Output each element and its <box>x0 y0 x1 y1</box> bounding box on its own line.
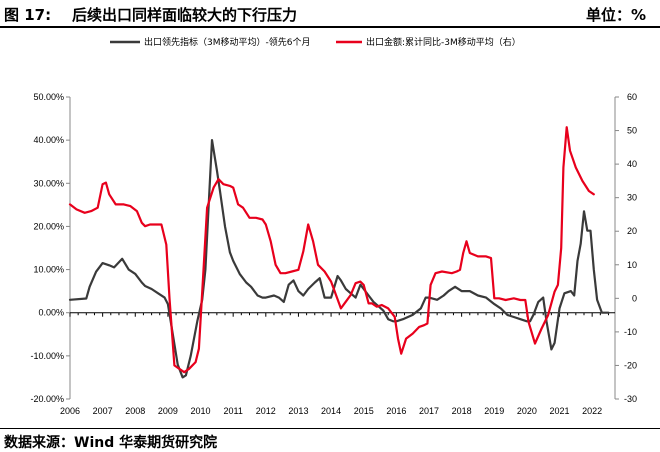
series-layer <box>68 126 610 379</box>
unit-label: 单位：% <box>585 6 646 24</box>
x-tick-label: 2020 <box>517 406 537 416</box>
x-tick-label: 2021 <box>550 406 570 416</box>
right-tick-label: 10 <box>627 260 637 270</box>
right-tick-label: -30 <box>624 394 637 404</box>
x-tick-label: 2013 <box>288 406 308 416</box>
x-tick-label: 2014 <box>321 406 341 416</box>
left-tick-label: 20.00% <box>33 221 64 231</box>
axes <box>69 97 616 399</box>
left-tick-label: 40.00% <box>33 135 64 145</box>
figure-title: 图 17: 后续出口同样面临较大的下行压力 <box>4 6 297 24</box>
x-tick-label: 2017 <box>419 406 439 416</box>
legend: 出口领先指标（3M移动平均）-领先6个月 出口金额:累计同比-3M移动平均（右） <box>110 36 521 48</box>
source-note: 数据来源：Wind 华泰期货研究院 <box>4 435 218 451</box>
series-line-export-value <box>68 126 595 374</box>
x-tick-label: 2015 <box>354 406 374 416</box>
series-line-leading-indicator <box>68 138 610 379</box>
figure-footer: 数据来源：Wind 华泰期货研究院 <box>0 428 660 452</box>
left-tick-label: 10.00% <box>33 265 64 275</box>
left-tick-label: 0.00% <box>38 308 64 318</box>
left-tick-label: -10.00% <box>30 351 64 361</box>
right-tick-label: 60 <box>627 92 637 102</box>
x-tick-label: 2007 <box>93 406 113 416</box>
legend-label-leading: 出口领先指标（3M移动平均）-领先6个月 <box>144 36 310 48</box>
right-tick-label: 20 <box>627 226 637 236</box>
right-axis-ticks: -30 -20 -10 0 10 20 30 40 50 60 <box>615 92 637 404</box>
x-tick-label: 2019 <box>484 406 504 416</box>
x-axis-ticks: 2006 2007 2008 2009 2010 2011 2012 2013 2014 2015… <box>60 312 609 416</box>
x-tick-label: 2018 <box>452 406 472 416</box>
left-axis-ticks: -20.00% -10.00% 0.00% 10.00% 20.00% 30.00% 40.… <box>30 92 70 404</box>
figure-header: 图 17: 后续出口同样面临较大的下行压力 单位：% <box>0 0 660 28</box>
left-tick-label: -20.00% <box>30 394 64 404</box>
x-tick-label: 2006 <box>60 406 80 416</box>
line-chart: 出口领先指标（3M移动平均）-领先6个月 出口金额:累计同比-3M移动平均（右）… <box>30 36 637 416</box>
legend-label-export: 出口金额:累计同比-3M移动平均（右） <box>366 36 521 48</box>
right-tick-label: 30 <box>627 193 637 203</box>
right-tick-label: 0 <box>632 293 637 303</box>
x-tick-label: 2009 <box>158 406 178 416</box>
x-tick-label: 2016 <box>386 406 406 416</box>
x-tick-label: 2011 <box>223 406 242 416</box>
right-tick-label: 40 <box>627 159 637 169</box>
x-tick-label: 2008 <box>125 406 145 416</box>
left-tick-label: 30.00% <box>33 178 64 188</box>
right-tick-label: -20 <box>624 360 637 370</box>
x-tick-label: 2010 <box>191 406 211 416</box>
x-tick-label: 2022 <box>582 406 602 416</box>
right-tick-label: 50 <box>627 126 637 136</box>
x-tick-label: 2012 <box>256 406 276 416</box>
right-tick-label: -10 <box>624 327 637 337</box>
left-tick-label: 50.00% <box>33 92 64 102</box>
